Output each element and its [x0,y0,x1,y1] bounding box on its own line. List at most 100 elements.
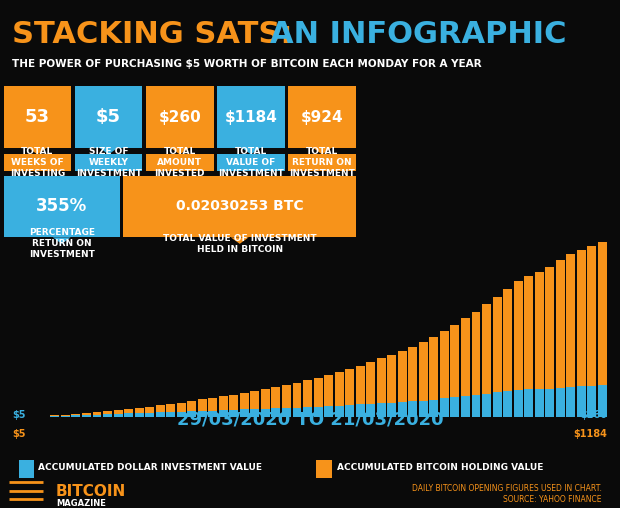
Text: THE POWER OF PURCHASING $5 WORTH OF BITCOIN EACH MONDAY FOR A YEAR: THE POWER OF PURCHASING $5 WORTH OF BITC… [12,58,482,69]
Text: 0.02030253 BTC: 0.02030253 BTC [176,200,304,213]
Bar [82,413,91,415]
Bar [250,409,259,417]
Bar [92,415,102,417]
Bar [303,380,312,407]
Bar [524,276,533,390]
FancyBboxPatch shape [217,154,285,171]
Bar [314,378,322,407]
Bar [492,392,502,417]
Bar [440,398,449,417]
Bar [103,411,112,414]
Bar [293,383,301,407]
Bar [482,394,491,417]
Text: STACKING SATS:: STACKING SATS: [12,20,304,49]
Bar [545,267,554,389]
FancyBboxPatch shape [75,86,143,148]
FancyBboxPatch shape [217,86,285,148]
Bar [577,250,586,387]
Bar [461,396,470,417]
Bar [103,414,112,417]
Bar [377,358,386,403]
Bar [566,387,575,417]
Text: PERCENTAGE
RETURN ON
INVESTMENT: PERCENTAGE RETURN ON INVESTMENT [29,228,95,260]
Bar [293,407,301,417]
Bar [335,406,343,417]
Bar [145,407,154,412]
Bar [461,318,470,396]
Bar [177,411,185,417]
Bar [335,372,343,406]
Bar [398,402,407,417]
FancyBboxPatch shape [19,460,34,478]
Bar [503,391,512,417]
Polygon shape [170,148,188,154]
Bar [556,388,565,417]
Bar [513,390,523,417]
Bar [587,246,596,386]
Bar [113,414,123,417]
FancyBboxPatch shape [316,460,332,478]
Bar [82,415,91,417]
Bar [388,355,396,403]
Text: SIZE OF
WEEKLY
INVESTMENT: SIZE OF WEEKLY INVESTMENT [76,147,141,178]
Bar [166,404,175,412]
Bar [198,399,206,411]
Text: TOTAL
RETURN ON
INVESTMENT: TOTAL RETURN ON INVESTMENT [290,147,355,178]
Text: TOTAL
AMOUNT
INVESTED: TOTAL AMOUNT INVESTED [154,147,205,178]
Bar [419,401,428,417]
Bar [366,404,375,417]
FancyBboxPatch shape [4,154,71,171]
Bar [324,406,333,417]
Bar [377,403,386,417]
Bar [219,410,228,417]
Bar [409,401,417,417]
Text: DAILY BITCOIN OPENING FIGURES USED IN CHART.
SOURCE: YAHOO FINANCE: DAILY BITCOIN OPENING FIGURES USED IN CH… [412,484,601,504]
Bar [503,289,512,391]
Bar [314,407,322,417]
Text: 355%: 355% [36,198,87,215]
FancyBboxPatch shape [288,86,356,148]
Bar [156,412,165,417]
Bar [208,410,217,417]
Bar [356,366,365,404]
Bar [135,413,144,417]
Bar [472,395,480,417]
Bar [61,415,70,416]
Polygon shape [100,148,118,154]
Bar [261,409,270,417]
Text: $5: $5 [12,410,26,421]
Bar [92,412,102,415]
Bar [598,242,607,385]
FancyBboxPatch shape [75,154,143,171]
Bar [513,281,523,390]
Polygon shape [242,148,260,154]
FancyBboxPatch shape [146,86,214,148]
Bar [229,410,238,417]
Bar [71,414,81,415]
Polygon shape [29,148,46,154]
Bar [419,342,428,401]
Bar [430,337,438,400]
Bar [61,416,70,417]
Bar [345,405,354,417]
Bar [272,387,280,408]
FancyBboxPatch shape [146,154,214,171]
Bar [50,416,60,417]
Text: $1184: $1184 [574,429,608,439]
Text: $5: $5 [12,429,26,439]
Bar [71,415,81,417]
Polygon shape [313,148,331,154]
Text: AN INFOGRAPHIC: AN INFOGRAPHIC [270,20,566,49]
Bar [124,409,133,414]
Bar [545,389,554,417]
FancyBboxPatch shape [123,176,356,237]
Bar [198,411,206,417]
Bar [282,385,291,408]
Text: 29/03/2020 TO 21/03/2020: 29/03/2020 TO 21/03/2020 [177,410,443,428]
Bar [451,397,459,417]
Bar [229,395,238,410]
Bar [135,408,144,413]
Bar [50,415,60,416]
Text: ACCUMULATED DOLLAR INVESTMENT VALUE: ACCUMULATED DOLLAR INVESTMENT VALUE [38,463,262,472]
Bar [113,410,123,414]
